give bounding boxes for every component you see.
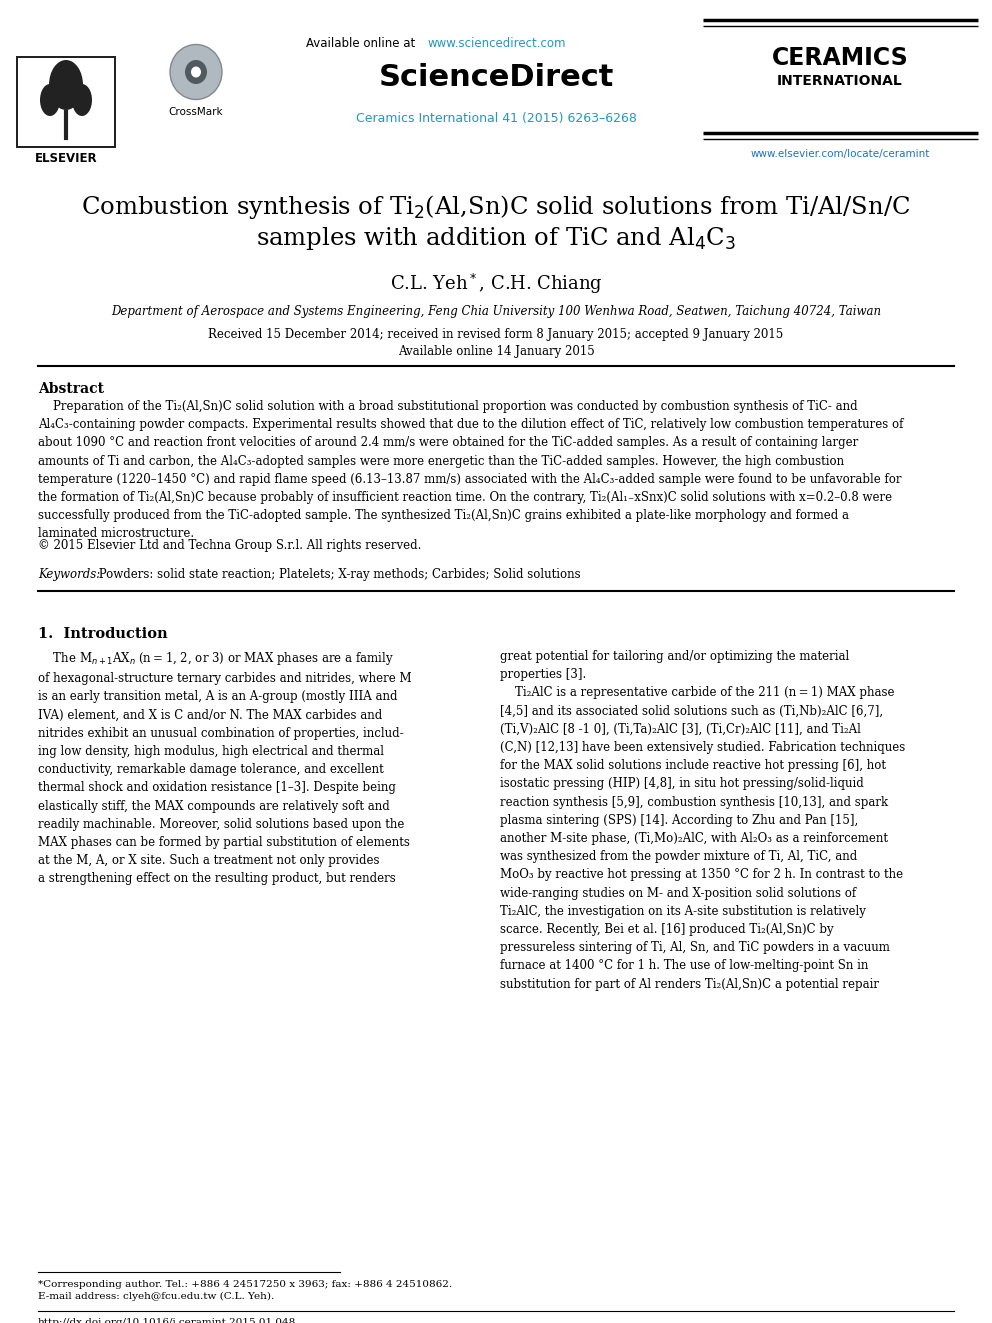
Bar: [16, 56, 116, 148]
Text: *Corresponding author. Tel.: +886 4 24517250 x 3963; fax: +886 4 24510862.: *Corresponding author. Tel.: +886 4 2451…: [38, 1279, 452, 1289]
Text: Received 15 December 2014; received in revised form 8 January 2015; accepted 9 J: Received 15 December 2014; received in r…: [208, 328, 784, 341]
Text: samples with addition of TiC and Al$_4$C$_3$: samples with addition of TiC and Al$_4$C…: [256, 225, 736, 251]
Text: E-mail address: clyeh@fcu.edu.tw (C.L. Yeh).: E-mail address: clyeh@fcu.edu.tw (C.L. Y…: [38, 1293, 274, 1301]
Text: CERAMICS: CERAMICS: [772, 46, 909, 70]
Text: CrossMark: CrossMark: [169, 107, 223, 116]
Ellipse shape: [40, 83, 60, 116]
Text: ScienceDirect: ScienceDirect: [378, 64, 614, 93]
Text: www.sciencedirect.com: www.sciencedirect.com: [428, 37, 566, 50]
Text: Powders: solid state reaction; Platelets; X-ray methods; Carbides; Solid solutio: Powders: solid state reaction; Platelets…: [95, 568, 580, 581]
Text: Ceramics International 41 (2015) 6263–6268: Ceramics International 41 (2015) 6263–62…: [355, 112, 637, 124]
Text: Keywords:: Keywords:: [38, 568, 100, 581]
Text: Available online at: Available online at: [306, 37, 419, 50]
Ellipse shape: [191, 66, 201, 78]
Text: Department of Aerospace and Systems Engineering, Feng Chia University 100 Wenhwa: Department of Aerospace and Systems Engi…: [111, 306, 881, 318]
Text: 1.  Introduction: 1. Introduction: [38, 627, 168, 642]
Text: C.L. Yeh$^*$, C.H. Chiang: C.L. Yeh$^*$, C.H. Chiang: [390, 273, 602, 296]
Ellipse shape: [49, 60, 83, 110]
Text: © 2015 Elsevier Ltd and Techna Group S.r.l. All rights reserved.: © 2015 Elsevier Ltd and Techna Group S.r…: [38, 538, 422, 552]
Ellipse shape: [170, 45, 222, 99]
Text: The M$_{n+1}$AX$_n$ (n = 1, 2, or 3) or MAX phases are a family
of hexagonal-str: The M$_{n+1}$AX$_n$ (n = 1, 2, or 3) or …: [38, 650, 412, 885]
Text: Combustion synthesis of Ti$_2$(Al,Sn)C solid solutions from Ti/Al/Sn/C: Combustion synthesis of Ti$_2$(Al,Sn)C s…: [81, 193, 911, 221]
Ellipse shape: [72, 83, 92, 116]
Text: http://dx.doi.org/10.1016/j.ceramint.2015.01.048: http://dx.doi.org/10.1016/j.ceramint.201…: [38, 1318, 297, 1323]
Text: Available online 14 January 2015: Available online 14 January 2015: [398, 345, 594, 359]
Text: INTERNATIONAL: INTERNATIONAL: [777, 74, 903, 89]
Ellipse shape: [185, 60, 207, 83]
Bar: [18, 58, 114, 146]
Text: Abstract: Abstract: [38, 382, 104, 396]
Text: www.elsevier.com/locate/ceramint: www.elsevier.com/locate/ceramint: [750, 149, 930, 159]
Text: Preparation of the Ti₂(Al,Sn)C solid solution with a broad substitutional propor: Preparation of the Ti₂(Al,Sn)C solid sol…: [38, 400, 904, 540]
Text: great potential for tailoring and/or optimizing the material
properties [3].
   : great potential for tailoring and/or opt…: [500, 650, 906, 991]
Text: ELSEVIER: ELSEVIER: [35, 152, 97, 165]
